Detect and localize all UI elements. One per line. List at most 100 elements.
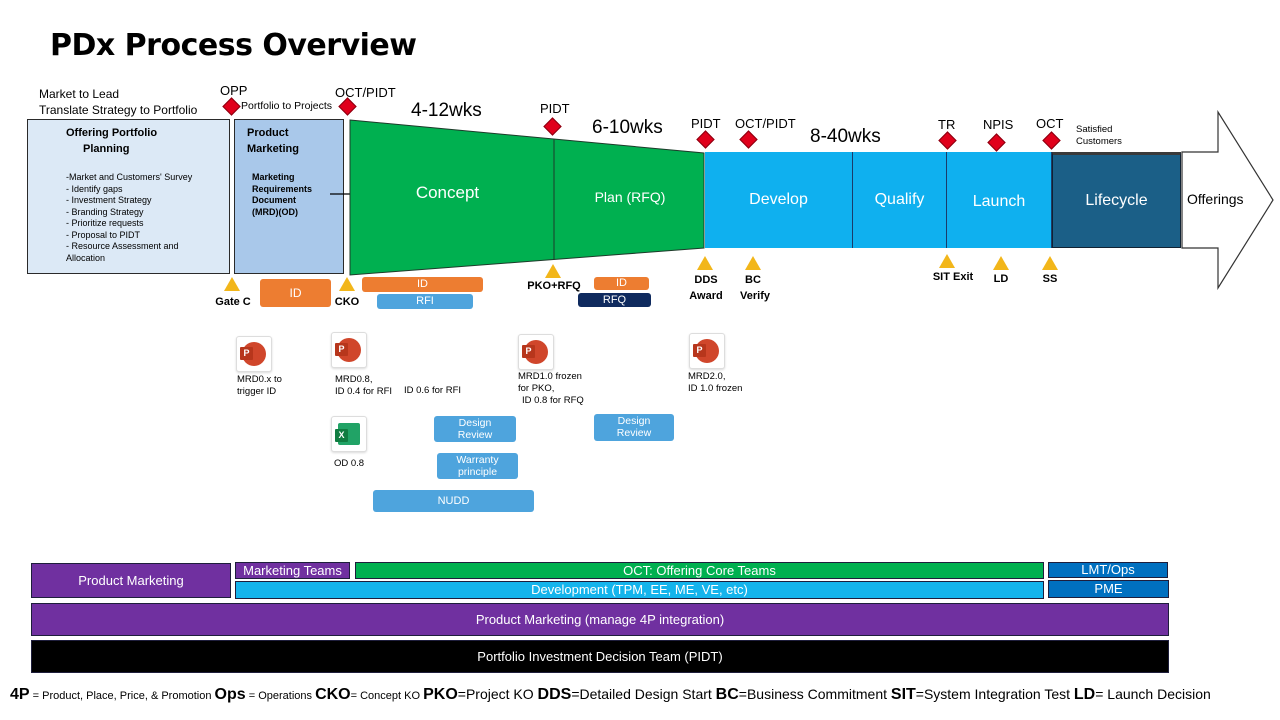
- legend-value: =Project KO: [457, 686, 538, 702]
- doc-line: MRD1.0 frozen: [518, 371, 582, 382]
- gate-c-label: Gate C: [215, 296, 251, 308]
- duration-develop: 8-40wks: [810, 126, 881, 147]
- powerpoint-icon[interactable]: P: [689, 333, 725, 369]
- pill-id-1: ID: [260, 279, 331, 307]
- opp-box-title-1: Offering Portfolio: [66, 127, 158, 139]
- pill-design-review-1: Design Review: [434, 416, 516, 442]
- satisfied-line: Satisfied: [1076, 124, 1113, 135]
- legend-value: =System Integration Test: [915, 686, 1074, 702]
- gate-bc-verify-label: Verify: [740, 290, 770, 302]
- team-pidt: Portfolio Investment Decision Team (PIDT…: [31, 640, 1169, 673]
- pill-id-2: ID: [362, 277, 483, 292]
- stage-qualify: Qualify: [853, 152, 947, 248]
- doc-id06: ID 0.6 for RFI: [404, 385, 462, 396]
- pill-text: Review: [616, 427, 652, 439]
- opp-item: Allocation: [66, 252, 106, 263]
- doc-mrd0x: MRD0.x to trigger ID: [237, 374, 282, 398]
- concept-plan-funnel: [349, 119, 705, 276]
- opp-item: - Identify gaps: [66, 183, 123, 194]
- doc-line: for PKO,: [518, 383, 555, 394]
- milestone-oct-label: OCT: [1036, 116, 1064, 131]
- offering-portfolio-planning-box: Offering Portfolio Planning -Market and …: [27, 119, 230, 274]
- stage-develop: Develop: [705, 152, 853, 248]
- legend-value: = Operations: [245, 690, 316, 702]
- portfolio-to-projects-label: Portfolio to Projects: [241, 100, 333, 112]
- legend-value: =Detailed Design Start: [571, 686, 716, 702]
- triangle-gate-icon: [1042, 256, 1058, 270]
- legend-key: CKO: [315, 686, 351, 703]
- doc-line: ID 1.0 frozen: [688, 383, 743, 394]
- gate-sit-exit-label: SIT Exit: [932, 271, 974, 283]
- triangle-gate-icon: [339, 277, 355, 291]
- legend-key: Ops: [214, 686, 246, 703]
- doc-line: MRD2.0,: [688, 371, 726, 382]
- gate-cko-label: CKO: [334, 296, 360, 308]
- gate-dds-label: DDS: [694, 274, 718, 286]
- powerpoint-icon[interactable]: P: [331, 332, 367, 368]
- pill-id-3: ID: [594, 277, 649, 290]
- milestone-oct-pidt-label: OCT/PIDT: [335, 85, 396, 100]
- opp-item: - Prioritize requests: [66, 218, 144, 228]
- satisfied-customers-label: Satisfied Customers: [1076, 124, 1122, 148]
- diamond-milestone-icon: [739, 130, 758, 149]
- triangle-gate-icon: [993, 256, 1009, 270]
- team-product-marketing-4p: Product Marketing (manage 4P integration…: [31, 603, 1169, 636]
- excel-icon[interactable]: X: [331, 416, 367, 452]
- translate-strategy-label: Translate Strategy to Portfolio: [39, 103, 198, 117]
- stage-plan: Plan (RFQ): [594, 189, 666, 205]
- milestone-npis-label: NPIS: [983, 117, 1014, 132]
- stage-concept: Concept: [415, 183, 480, 202]
- product-marketing-box: Product Marketing Marketing Requirements…: [234, 119, 344, 274]
- legend-value: = Product, Place, Price, & Promotion: [29, 690, 215, 702]
- stage-launch: Launch: [947, 152, 1052, 248]
- opp-box-title-2: Planning: [83, 143, 130, 155]
- team-lmt-ops: LMT/Ops: [1048, 562, 1168, 578]
- opp-item: -Market and Customers' Survey: [66, 172, 193, 182]
- team-pme: PME: [1048, 580, 1169, 598]
- opp-item: - Proposal to PIDT: [66, 229, 141, 240]
- legend-value: = Launch Decision: [1095, 686, 1211, 702]
- triangle-gate-icon: [745, 256, 761, 270]
- stage-lifecycle: Lifecycle: [1052, 152, 1181, 248]
- team-marketing-teams: Marketing Teams: [235, 562, 350, 579]
- pill-warranty-principle: Warranty principle: [437, 453, 518, 479]
- page-title: PDx Process Overview: [50, 28, 417, 63]
- pill-text: Design: [617, 415, 651, 427]
- doc-line: ID 0.8 for RFQ: [522, 395, 584, 406]
- triangle-gate-icon: [939, 254, 955, 268]
- diamond-milestone-icon: [338, 97, 357, 116]
- milestone-opp-label: OPP: [220, 83, 248, 98]
- powerpoint-icon[interactable]: P: [518, 334, 554, 370]
- doc-line: trigger ID: [237, 386, 277, 397]
- diamond-milestone-icon: [938, 131, 957, 150]
- opp-box-items: -Market and Customers' Survey - Identify…: [66, 172, 192, 264]
- legend-key: LD: [1073, 686, 1096, 703]
- doc-mrd20: MRD2.0, ID 1.0 frozen: [688, 371, 742, 395]
- mrd-line: Requirements: [252, 183, 313, 194]
- triangle-gate-icon: [697, 256, 713, 270]
- pill-text: Warranty: [456, 454, 499, 466]
- offerings-arrow: [1181, 110, 1274, 290]
- doc-line: MRD0.8,: [335, 374, 373, 385]
- gate-dds-award-label: Award: [689, 290, 723, 302]
- opp-item: - Branding Strategy: [66, 206, 144, 217]
- mrd-line: Document: [252, 195, 297, 205]
- milestone-tr-label: TR: [938, 117, 956, 132]
- pm-box-title-1: Product: [247, 127, 289, 139]
- diamond-milestone-icon: [1042, 131, 1061, 150]
- diamond-milestone-icon: [987, 133, 1006, 152]
- team-product-marketing: Product Marketing: [31, 563, 231, 598]
- duration-plan: 6-10wks: [592, 117, 663, 138]
- gate-ld-label: LD: [993, 273, 1009, 285]
- milestone-pidt-2-label: PIDT: [691, 116, 721, 131]
- gate-ss-label: SS: [1042, 273, 1058, 285]
- opp-item: - Resource Assessment and: [66, 241, 179, 251]
- doc-line: ID 0.4 for RFI: [335, 386, 393, 397]
- milestone-oct-pidt-2-label: OCT/PIDT: [735, 116, 796, 131]
- triangle-gate-icon: [224, 277, 240, 291]
- satisfied-line: Customers: [1076, 136, 1122, 147]
- pill-rfq: RFQ: [578, 293, 651, 307]
- abbreviation-legend: 4P = Product, Place, Price, & Promotion …: [10, 686, 1211, 704]
- legend-value: =Business Commitment: [738, 686, 891, 702]
- powerpoint-icon[interactable]: P: [236, 336, 272, 372]
